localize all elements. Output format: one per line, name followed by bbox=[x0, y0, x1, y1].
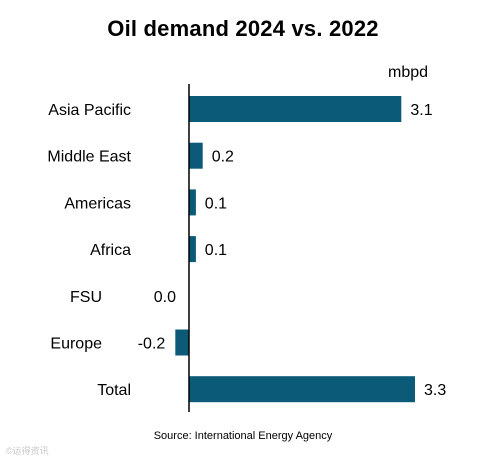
bar-asia-pacific bbox=[189, 96, 402, 122]
value-label-total: 3.3 bbox=[424, 382, 446, 399]
value-label-americas: 0.1 bbox=[205, 195, 227, 212]
bar-total bbox=[189, 376, 415, 403]
value-label-fsu: 0.0 bbox=[154, 289, 176, 306]
category-label-total: Total bbox=[97, 382, 131, 399]
category-label-middle-east: Middle East bbox=[47, 149, 131, 166]
bar-middle-east bbox=[189, 142, 203, 169]
category-label-fsu: FSU bbox=[70, 289, 102, 306]
unit-label: mbpd bbox=[388, 64, 429, 81]
bars-layer: Asia Pacific 3.1 Middle East 0.2 Americas 0.1… bbox=[47, 96, 446, 403]
bar-americas bbox=[189, 189, 196, 216]
chart-title: Oil demand 2024 vs. 2022 bbox=[107, 16, 379, 41]
category-label-asia-pacific: Asia Pacific bbox=[48, 102, 131, 119]
bar-africa bbox=[189, 236, 196, 263]
watermark: ©运得资讯 bbox=[6, 446, 49, 456]
category-label-europe: Europe bbox=[50, 336, 102, 353]
category-label-americas: Americas bbox=[64, 195, 131, 212]
source-note: Source: International Energy Agency bbox=[153, 430, 333, 442]
bar-europe bbox=[175, 329, 189, 356]
value-label-europe: -0.2 bbox=[138, 336, 166, 353]
value-label-asia-pacific: 3.1 bbox=[410, 102, 432, 119]
value-label-africa: 0.1 bbox=[205, 242, 227, 259]
category-label-africa: Africa bbox=[90, 242, 131, 259]
value-label-middle-east: 0.2 bbox=[212, 149, 234, 166]
